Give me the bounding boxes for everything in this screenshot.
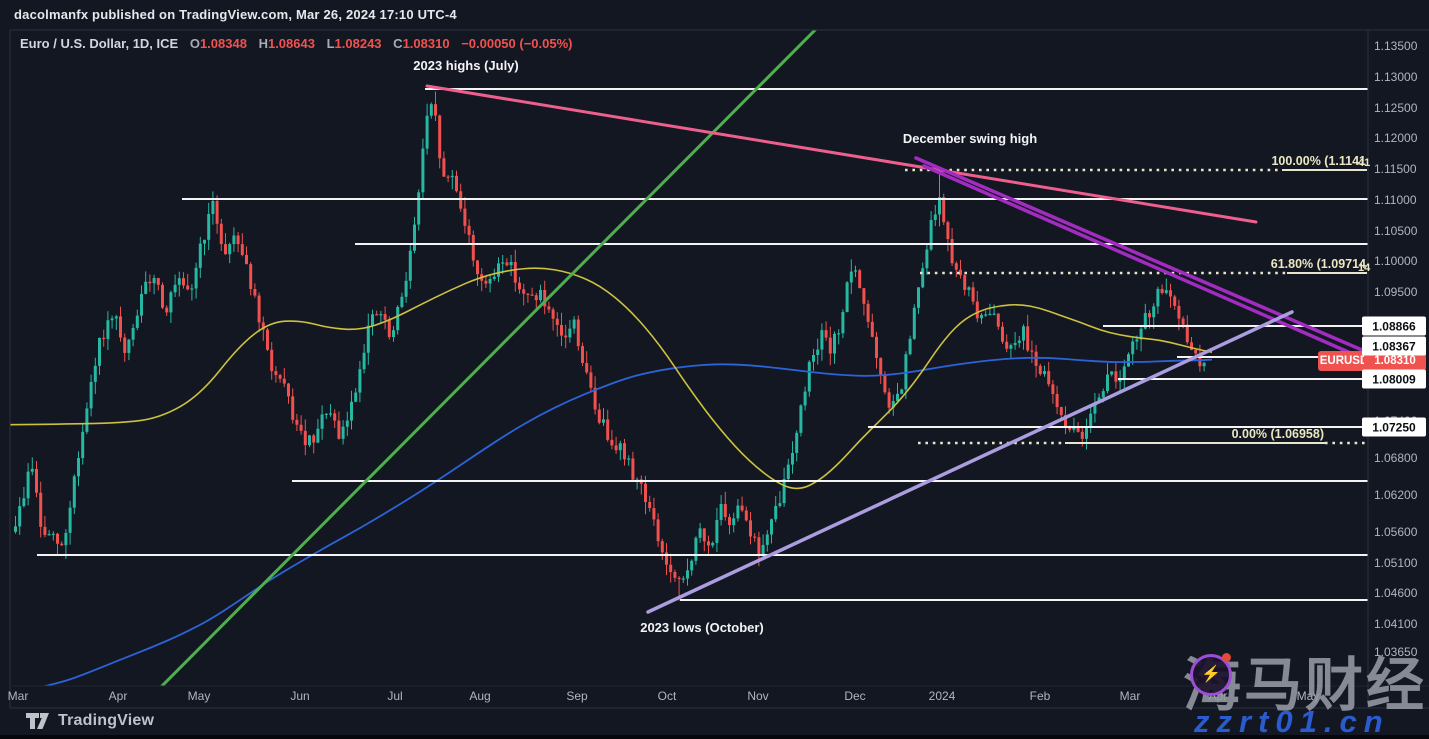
tradingview-logo[interactable]: TradingView (26, 712, 154, 730)
price-tick: 1.04100 (1374, 617, 1418, 632)
high-value: 1.08643 (267, 36, 315, 51)
price-tick: 1.12500 (1374, 100, 1418, 115)
fib-retracement (905, 168, 1367, 445)
time-tick: Dec (844, 689, 866, 703)
open-value: 1.08348 (199, 36, 247, 51)
plot-area[interactable] (0, 12, 1368, 696)
high-label: H (258, 36, 268, 51)
fib-level-label: 61.80% (1.09714 (1270, 257, 1366, 271)
price-tick: 1.03650 (1374, 644, 1418, 659)
time-tick: Mar (7, 689, 29, 703)
trendline-ascending-green (159, 30, 818, 686)
price-tick: 1.11500 (1374, 162, 1417, 176)
price-tick: 1.05600 (1374, 524, 1418, 539)
time-tick: 2024 (928, 689, 956, 703)
moving-average-slow (41, 356, 1213, 686)
trendline-channel-lower (922, 164, 1364, 360)
trendline-ascending-lavender (646, 310, 1294, 614)
time-tick: Jun (290, 689, 310, 703)
fib-axis-fragment: 14 (1358, 262, 1371, 274)
trendline-descending-pink (425, 84, 1258, 224)
time-tick: Apr (108, 689, 128, 703)
symbol-title: Euro / U.S. Dollar, 1D, ICE (20, 36, 179, 51)
publish-byline: dacolmanfx published on TradingView.com,… (14, 7, 457, 22)
price-tick: 1.06200 (1374, 487, 1418, 502)
price-tick: 1.12000 (1374, 131, 1418, 146)
time-tick: May (187, 689, 211, 703)
moving-average-fast (10, 267, 1213, 490)
fib-axis-fragment: 41 (1358, 157, 1371, 169)
price-tick: 1.06800 (1374, 451, 1418, 466)
candlestick-series (14, 91, 1206, 601)
watermark-notification-dot (1222, 653, 1231, 662)
price-tick: 1.11000 (1374, 192, 1417, 207)
price-line-label: 1.08367 (1362, 336, 1426, 356)
watermark-site: zzrt01.cn (1194, 704, 1390, 739)
time-tick: Mar (1119, 689, 1141, 703)
price-line-label: 1.07250 (1362, 417, 1426, 437)
close-value: 1.08310 (402, 36, 450, 51)
price-tick: 1.13500 (1374, 39, 1418, 53)
chart-frame (9, 29, 1429, 709)
trendline-channel-upper (914, 156, 1364, 352)
low-label: L (326, 36, 335, 51)
price-tick: 1.10500 (1374, 223, 1418, 238)
symbol-legend: Euro / U.S. Dollar, 1D, ICE O1.08348 H1.… (20, 36, 573, 51)
time-tick: Feb (1029, 689, 1051, 703)
price-line-label: 1.08009 (1362, 369, 1426, 389)
price-tick: 1.10000 (1374, 254, 1418, 269)
symbol-price-flag: EURUSD (1318, 351, 1370, 371)
low-value: 1.08243 (334, 36, 382, 51)
time-tick: Jul (387, 689, 403, 703)
time-tick: Oct (657, 689, 677, 703)
price-tick: 1.04600 (1374, 586, 1418, 601)
price-tick: 1.05100 (1374, 555, 1418, 570)
open-label: O (189, 36, 200, 51)
time-tick: Aug (469, 689, 491, 703)
tradingview-wordmark: TradingView (58, 712, 155, 729)
horizontal-levels (37, 88, 1368, 601)
tradingview-logo-icon (26, 713, 49, 729)
price-tick: 1.09500 (1374, 285, 1418, 299)
trendlines (159, 30, 1364, 686)
annotation-2023-highs: 2023 highs (July) (413, 58, 519, 73)
annotation-2023-lows: 2023 lows (October) (640, 620, 764, 635)
price-tick: 1.13000 (1374, 69, 1418, 84)
annotation-december-swing-high: December swing high (902, 131, 1038, 146)
lightning-icon: ⚡ (1201, 666, 1221, 683)
close-label: C (393, 36, 403, 51)
fib-level-label: 100.00% (1.1141 (1271, 154, 1366, 168)
current-price-label: 1.08310 (1364, 351, 1426, 371)
price-line-label: 1.08866 (1362, 316, 1426, 336)
time-tick: Sep (566, 689, 588, 703)
time-tick: Nov (747, 689, 769, 703)
time-tick: May (1296, 689, 1320, 703)
bottom-strip (0, 735, 1429, 739)
fib-level-label: 0.00% (1.06958) (1231, 427, 1324, 441)
change-value: −0.00050 (−0.05%) (461, 36, 573, 51)
